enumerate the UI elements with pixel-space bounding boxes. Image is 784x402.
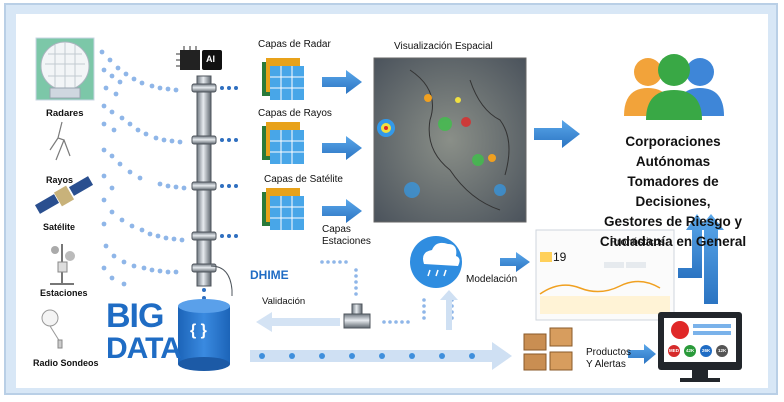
- ai-badge-label: AI: [206, 54, 215, 64]
- spatial-map-image: [373, 57, 527, 223]
- radio-sondeos-label: Radio Sondeos: [33, 358, 99, 368]
- capas-radar-label: Capas de Radar: [258, 39, 331, 50]
- forecast-panel-image: [535, 229, 675, 321]
- capas-estaciones-label-1: Capas: [322, 224, 351, 235]
- productos-label-2: Y Alertas: [586, 359, 626, 370]
- monitor-icon: [658, 312, 742, 382]
- radar-layer-icon: [262, 58, 304, 100]
- capas-rayos-label: Capas de Rayos: [258, 108, 332, 119]
- database-icon: [178, 299, 230, 371]
- dhime-logo: DHIME: [250, 268, 289, 282]
- pipe-to-model-dots: [382, 298, 454, 324]
- estaciones-label: Estaciones: [40, 288, 88, 298]
- visualizacion-label: Visualización Espacial: [394, 41, 493, 52]
- lightning-layer-icon: [262, 122, 304, 164]
- arrow-radar-to-map: [322, 70, 362, 94]
- data-funnel-dots: [99, 49, 187, 287]
- boxes-icon: [523, 327, 573, 371]
- audience-line-1: Corporaciones Autónomas: [625, 134, 721, 169]
- radares-label: Radares: [46, 108, 84, 119]
- monitor-badge-4: 12K: [718, 348, 727, 353]
- radar-icon: [35, 37, 95, 101]
- arrow-to-validation: [256, 312, 340, 332]
- arrow-to-model: [440, 290, 458, 330]
- monitor-badge-3: 26K: [702, 348, 711, 353]
- capas-satelite-label: Capas de Satélite: [264, 174, 343, 185]
- monitor-badge-2: 42K: [686, 348, 695, 353]
- big-text: BIG: [106, 297, 164, 335]
- valve-icon: [343, 303, 371, 329]
- monitor-badge-1: MED: [669, 348, 679, 353]
- pipe-system: [191, 75, 233, 296]
- satellite-layer-icon: [262, 188, 304, 230]
- weather-station-icon: [50, 244, 75, 285]
- arrow-monitor-to-audience: [698, 214, 724, 304]
- pronosticos-label: Pronósticos: [610, 236, 665, 248]
- database-symbol: { }: [190, 322, 207, 339]
- arrow-rayos-to-map: [322, 136, 362, 160]
- arrow-model-to-forecast: [500, 252, 530, 272]
- modelacion-label: Modelación: [466, 274, 518, 285]
- rayos-label: Rayos: [46, 175, 74, 185]
- arrow-products-to-monitor: [628, 344, 656, 364]
- satellite-icon: [34, 176, 94, 214]
- forecast-temp: 19: [553, 250, 567, 264]
- arrow-map-to-audience: [534, 120, 580, 148]
- radiosonde-balloon-icon: [41, 309, 63, 349]
- people-icon: [624, 54, 724, 120]
- validation-dotted-arrow: [320, 260, 358, 296]
- validacion-label: Validación: [262, 296, 306, 307]
- satelite-label: Satélite: [43, 222, 76, 232]
- audience-line-3: Gestores de Riesgo y: [603, 214, 743, 229]
- lightning-icon: [49, 121, 71, 161]
- audience-text: Corporaciones Autónomas Tomadores de Dec…: [588, 132, 758, 252]
- audience-line-2: Tomadores de Decisiones,: [627, 174, 719, 209]
- products-flow-dots: [259, 353, 475, 359]
- arrow-satelite-to-map: [322, 199, 362, 223]
- audience-line-4: Ciudadanía en General: [599, 234, 747, 249]
- capas-estaciones-label-2: Estaciones: [322, 236, 371, 247]
- cloud-rain-icon: [410, 236, 462, 288]
- productos-label-1: Productos: [586, 347, 632, 358]
- data-text: DATA: [106, 332, 182, 365]
- ai-chip-icon: [176, 46, 222, 70]
